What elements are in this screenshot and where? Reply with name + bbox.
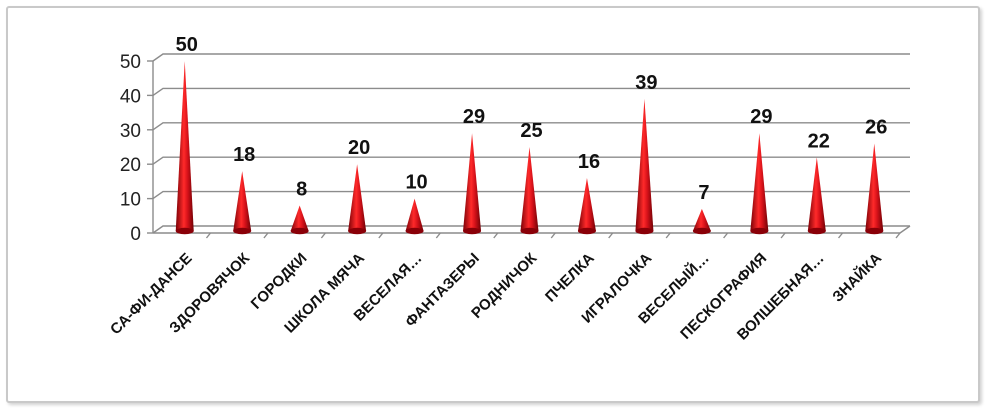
- y-tick-label: 50: [120, 52, 141, 73]
- cone-base: [807, 227, 826, 235]
- data-label: 26: [865, 117, 887, 139]
- cone-bar-chart: 0 10 20 30 40 50 50 18 8 20 10 29 25 16 39 7 29 22 26 СА-…: [107, 34, 911, 344]
- cone-base: [463, 227, 482, 235]
- data-label: 22: [808, 130, 830, 152]
- y-tick-label: 0: [130, 224, 141, 245]
- cone-body: [463, 133, 482, 231]
- x-tick-mark: [608, 232, 614, 239]
- data-label: 16: [578, 151, 600, 173]
- data-label: 39: [635, 72, 657, 94]
- cone-bar: [463, 133, 482, 235]
- x-tick-mark: [320, 232, 326, 239]
- x-tick-mark: [205, 232, 212, 239]
- cone-base: [520, 227, 539, 235]
- cone-body: [175, 61, 194, 231]
- data-label: 10: [405, 172, 427, 194]
- cone-body: [865, 143, 884, 231]
- cone-bar: [865, 143, 884, 235]
- cone-bar: [807, 157, 826, 235]
- cone-base: [405, 227, 424, 235]
- cone-bar: [520, 147, 539, 235]
- cones: [175, 61, 884, 235]
- cone-bar: [348, 164, 367, 235]
- cone-body: [233, 171, 252, 231]
- x-tick-mark: [665, 232, 671, 239]
- gridline: [152, 122, 910, 131]
- data-label: 25: [520, 120, 542, 142]
- data-label: 29: [463, 106, 485, 128]
- gridline: [152, 225, 910, 234]
- data-label: 29: [750, 106, 772, 128]
- gridline: [152, 156, 910, 165]
- cone-body: [807, 157, 826, 231]
- cone-body: [750, 133, 769, 231]
- data-labels: 50 18 8 20 10 29 25 16 39 7 29 22 26: [176, 34, 888, 204]
- cone-base: [865, 227, 884, 235]
- x-tick-mark: [435, 232, 441, 239]
- x-tick-mark: [378, 232, 384, 239]
- x-tick-mark: [550, 232, 556, 239]
- cone-bar: [635, 98, 654, 235]
- y-axis-tick-labels: 0 10 20 30 40 50: [120, 52, 141, 245]
- gridline: [152, 190, 910, 200]
- cone-base: [750, 227, 769, 235]
- x-category-label: ЗНАЙКА: [829, 249, 886, 306]
- data-label: 50: [176, 34, 198, 56]
- x-tick-mark: [780, 232, 786, 239]
- y-tick-label: 10: [120, 190, 141, 211]
- cone-bar: [290, 205, 309, 235]
- cone-base: [692, 227, 711, 235]
- data-label: 20: [348, 137, 370, 159]
- data-label: 18: [233, 144, 255, 166]
- cone-base: [348, 227, 367, 235]
- x-tick-mark: [263, 232, 269, 239]
- gridline: [152, 53, 910, 62]
- x-tick-mark: [723, 232, 729, 239]
- y-tick-label: 40: [120, 86, 141, 107]
- cone-body: [635, 98, 654, 231]
- cone-bar: [750, 133, 769, 235]
- cone-body: [290, 205, 309, 231]
- x-category-label: ПЧЕЛКА: [542, 250, 598, 306]
- gridline: [152, 87, 910, 96]
- cone-body: [577, 177, 596, 231]
- y-tick-label: 20: [120, 155, 141, 176]
- axes: [147, 60, 911, 239]
- x-tick-mark: [837, 232, 844, 239]
- cone-bar: [692, 208, 711, 235]
- cone-base: [175, 227, 194, 235]
- x-tick-mark: [493, 232, 499, 239]
- cone-body: [405, 198, 424, 231]
- x-category-label: ГОРОДКИ: [248, 250, 311, 313]
- cone-base: [635, 227, 654, 235]
- cone-base: [233, 227, 252, 235]
- y-tick-label: 30: [120, 121, 141, 142]
- cone-body: [348, 164, 367, 231]
- cone-bar: [175, 61, 194, 235]
- cone-base: [577, 227, 596, 235]
- cone-body: [520, 147, 539, 231]
- cone-body: [692, 208, 711, 231]
- chart-frame: 0 10 20 30 40 50 50 18 8 20 10 29 25 16 39 7 29 22 26 СА-…: [6, 6, 980, 403]
- x-tick-mark: [895, 232, 901, 239]
- data-label: 8: [296, 178, 307, 200]
- cone-bar: [405, 198, 424, 235]
- data-label: 7: [698, 182, 709, 204]
- gridlines: [152, 53, 910, 234]
- cone-base: [290, 227, 309, 235]
- cone-bar: [577, 177, 596, 235]
- cone-bar: [233, 171, 252, 235]
